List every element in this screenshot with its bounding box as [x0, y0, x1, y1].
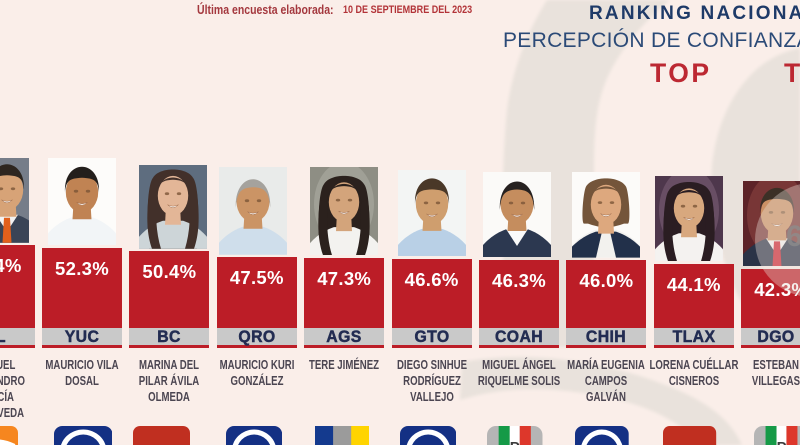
svg-text:6: 6 [786, 220, 800, 253]
svg-text:P: P [510, 438, 520, 445]
svg-text:P: P [776, 439, 786, 445]
